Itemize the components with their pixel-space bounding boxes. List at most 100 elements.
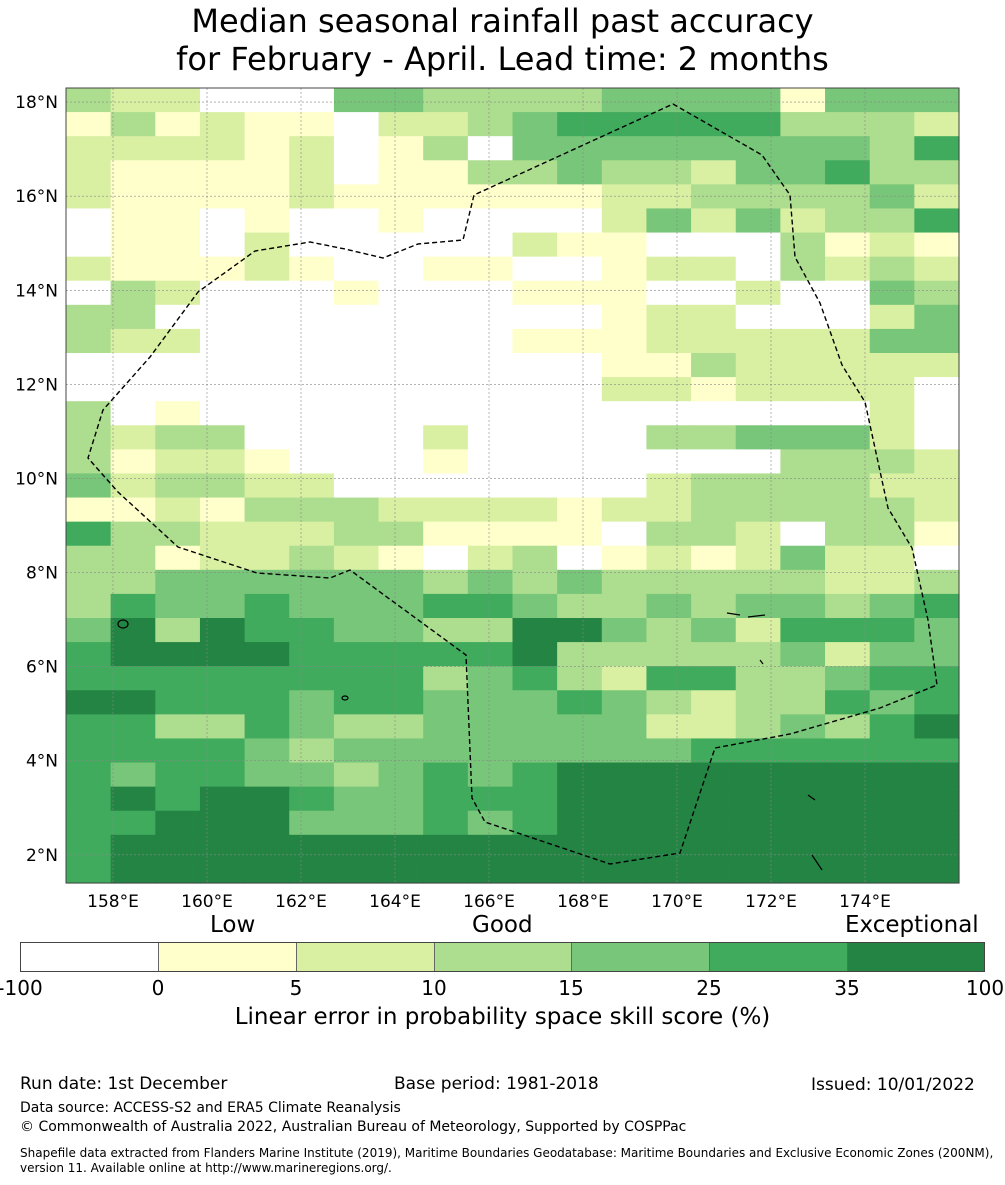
latitude-label: 16°N — [15, 187, 58, 207]
grid-cell — [780, 593, 826, 619]
grid-cell — [646, 401, 692, 426]
grid-cell — [512, 521, 558, 547]
grid-cell — [423, 88, 469, 113]
grid-cell — [467, 328, 514, 354]
grid-cell — [780, 353, 826, 378]
grid-cell — [423, 449, 469, 475]
grid-cell — [646, 232, 692, 258]
grid-cell — [825, 521, 871, 547]
map-title-line-2: for February - April. Lead time: 2 month… — [176, 40, 829, 78]
grid-cell — [601, 810, 648, 836]
grid-cell — [378, 642, 424, 667]
grid-cell — [869, 160, 915, 185]
skill-grid-cells — [66, 88, 960, 884]
grid-cell — [601, 208, 648, 234]
grid-cell — [423, 208, 469, 234]
grid-cell — [289, 593, 335, 619]
grid-cell — [66, 858, 112, 884]
longitude-label: 164°E — [369, 892, 421, 910]
grid-cell — [512, 545, 558, 571]
grid-cell — [557, 328, 603, 354]
grid-cell — [780, 834, 826, 860]
latitude-label: 12°N — [15, 375, 58, 395]
grid-cell — [557, 304, 603, 330]
grid-cell — [244, 714, 290, 740]
grid-cell — [780, 280, 826, 306]
grid-cell — [423, 690, 469, 715]
grid-cell — [557, 834, 603, 860]
grid-cell — [512, 208, 558, 234]
grid-cell — [869, 377, 915, 402]
grid-cell — [691, 112, 737, 137]
grid-cell — [512, 738, 558, 764]
grid-cell — [557, 593, 603, 619]
grid-cell — [66, 232, 112, 258]
grid-cell — [66, 642, 112, 667]
grid-cell — [646, 593, 692, 619]
grid-cell — [378, 208, 424, 234]
grid-cell — [66, 160, 112, 185]
grid-cell — [333, 858, 380, 884]
grid-cell — [110, 88, 156, 113]
grid-cell — [155, 425, 201, 450]
grid-cell — [601, 762, 648, 788]
grid-cell — [423, 545, 469, 571]
grid-cell — [601, 280, 648, 306]
grid-cell — [825, 569, 871, 595]
grid-cell — [199, 401, 246, 426]
grid-cell — [378, 160, 424, 185]
longitude-labels: 158°E 160°E 162°E 164°E 166°E 168°E 170°E 172°E… — [87, 892, 891, 910]
grid-cell — [691, 858, 737, 884]
grid-cell — [825, 786, 871, 812]
grid-cell — [735, 473, 781, 499]
colorbar — [20, 942, 985, 972]
grid-cell — [467, 473, 514, 499]
grid-cell — [423, 569, 469, 595]
grid-cell — [155, 858, 201, 884]
grid-cell — [735, 690, 781, 715]
colorbar-category-exceptional: Exceptional — [845, 912, 979, 938]
grid-cell — [467, 593, 514, 619]
grid-cell — [780, 88, 826, 113]
grid-cell — [512, 569, 558, 595]
grid-cell — [289, 88, 335, 113]
grid-cell — [467, 810, 514, 836]
colorbar-segment — [848, 943, 984, 971]
grid-cell — [467, 690, 514, 715]
grid-cell — [467, 714, 514, 740]
grid-cell — [735, 184, 781, 210]
grid-cell — [691, 304, 737, 330]
grid-cell — [869, 642, 915, 667]
graticule — [66, 88, 959, 883]
grid-cell — [155, 762, 201, 788]
grid-cell — [244, 642, 290, 667]
grid-cell — [378, 810, 424, 836]
grid-cell — [110, 593, 156, 619]
grid-cell — [378, 353, 424, 378]
grid-cell — [557, 714, 603, 740]
grid-cell — [691, 256, 737, 282]
grid-cell — [780, 256, 826, 282]
grid-cell — [825, 642, 871, 667]
grid-cell — [646, 618, 692, 643]
grid-cell — [244, 184, 290, 210]
grid-cell — [244, 497, 290, 523]
grid-cell — [691, 377, 737, 402]
grid-cell — [780, 112, 826, 137]
grid-cell — [289, 401, 335, 426]
grid-cell — [423, 593, 469, 619]
grid-cell — [557, 256, 603, 282]
grid-cell — [512, 858, 558, 884]
grid-cell — [66, 786, 112, 812]
grid-cell — [691, 497, 737, 523]
grid-cell — [691, 401, 737, 426]
grid-cell — [333, 545, 380, 571]
grid-cell — [601, 304, 648, 330]
grid-cell — [244, 762, 290, 788]
grid-cell — [601, 593, 648, 619]
grid-cell — [110, 473, 156, 499]
grid-cell — [825, 545, 871, 571]
grid-cell — [199, 449, 246, 475]
grid-cell — [199, 593, 246, 619]
grid-cell — [333, 328, 380, 354]
